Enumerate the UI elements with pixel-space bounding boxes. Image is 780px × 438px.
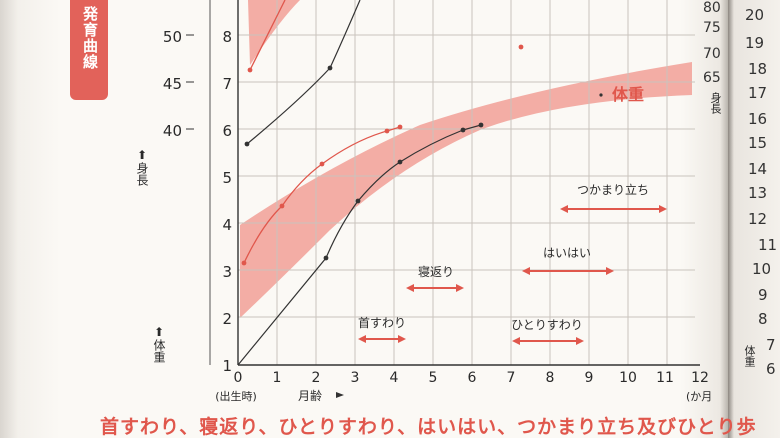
height-tick-labels: 50 45 40 xyxy=(163,28,182,140)
month-tick: 6 xyxy=(468,370,477,386)
month-tick: 3 xyxy=(351,370,360,386)
month-tick: 9 xyxy=(585,370,594,386)
month-tick-labels: 0 1 2 3 4 5 6 7 8 9 10 11 12 xyxy=(234,370,709,386)
weight-tick: 3 xyxy=(222,263,232,281)
right-tick: 18 xyxy=(748,60,768,78)
month-tick: 0 xyxy=(234,370,243,386)
right-height-tick: 80 xyxy=(703,0,721,16)
height-curve-upper xyxy=(249,0,286,71)
right-tick: 15 xyxy=(748,134,768,152)
weight-curve-black xyxy=(237,124,482,366)
milestone-stand: つかまり立ち xyxy=(560,182,667,213)
weight-tick: 7 xyxy=(222,75,232,93)
height-axis-caption: ⬆身長 xyxy=(135,148,149,186)
up-arrow-icon: ⬆ xyxy=(135,148,149,162)
month-tick: 1 xyxy=(273,370,282,386)
growth-chart: 8 7 6 5 4 3 2 1 50 45 40 0 1 2 3 4 5 xyxy=(163,0,712,403)
right-book-page xyxy=(728,0,780,438)
up-arrow-icon: ⬆ xyxy=(152,325,166,339)
bottom-caption: 首すわり、寝返り、ひとりすわり、はいはい、つかまり立ち及びひとり歩 xyxy=(100,416,757,438)
height-tick-marks xyxy=(186,34,194,130)
right-tick: 8 xyxy=(758,310,768,328)
month-tick: 12 xyxy=(691,370,709,386)
weight-axis-caption: ⬆体重 xyxy=(152,325,166,363)
weight-tick: 6 xyxy=(222,122,232,140)
milestone-crawl: はいはい xyxy=(522,246,614,275)
month-axis-arrow xyxy=(336,392,344,398)
month-tick: 10 xyxy=(619,370,637,386)
weight-tick: 4 xyxy=(222,216,232,234)
right-tick: 16 xyxy=(748,110,768,128)
right-tick: 14 xyxy=(748,160,768,178)
height-tick: 40 xyxy=(163,122,182,140)
milestone-label: ひとりすわり xyxy=(511,318,583,332)
right-tick: 7 xyxy=(766,336,776,354)
milestones: 首すわり 寝返り ひとりすわり はいはい つかまり立ち xyxy=(358,182,667,345)
right-height-caption: 身長 xyxy=(709,92,722,114)
weight-tick: 8 xyxy=(222,28,232,46)
milestone-sit: ひとりすわり xyxy=(511,318,584,345)
milestone-label: 寝返り xyxy=(418,264,454,279)
milestone-label: つかまり立ち xyxy=(577,182,649,197)
right-tick: 17 xyxy=(748,84,768,102)
month-tick: 11 xyxy=(656,370,674,386)
month-axis-label: 月齢 xyxy=(298,388,322,403)
milestone-roll: 寝返り xyxy=(406,264,464,292)
weight-tick-labels: 8 7 6 5 4 3 2 1 xyxy=(222,28,232,375)
birth-label: (出生時) xyxy=(215,389,257,403)
right-tick: 10 xyxy=(752,260,772,278)
height-tick: 45 xyxy=(163,75,182,93)
right-tick: 11 xyxy=(758,236,778,254)
month-tick: 8 xyxy=(546,370,555,386)
right-tick: 12 xyxy=(748,210,768,228)
height-tick: 50 xyxy=(163,28,182,46)
month-tick: 2 xyxy=(312,370,321,386)
weight-axis-label: 体重 xyxy=(152,339,166,363)
right-tick: 19 xyxy=(745,34,765,52)
month-tick: 4 xyxy=(390,370,399,386)
month-tick: 5 xyxy=(429,370,438,386)
right-tick: 9 xyxy=(758,286,768,304)
record-dots xyxy=(241,44,524,266)
height-range-band xyxy=(248,0,300,65)
milestone-label: はいはい xyxy=(543,246,591,260)
month-unit-label: (か月 xyxy=(686,390,712,403)
milestone-neck: 首すわり xyxy=(358,316,406,343)
month-tick: 7 xyxy=(507,370,516,386)
right-height-tick: 70 xyxy=(703,46,721,62)
right-height-tick: 75 xyxy=(703,20,721,36)
weight-tick: 2 xyxy=(222,310,232,328)
weight-range-band xyxy=(240,62,692,318)
right-tick: 6 xyxy=(766,360,776,378)
weight-band-label: 体重 xyxy=(612,85,644,104)
right-weight-caption: 体重 xyxy=(743,345,756,367)
right-tick: 20 xyxy=(745,6,765,24)
section-tab xyxy=(70,0,108,100)
right-tick: 13 xyxy=(748,184,768,202)
weight-tick: 1 xyxy=(222,357,232,375)
weight-curve-red xyxy=(243,126,401,264)
chart-grid xyxy=(238,0,695,365)
right-height-tick: 65 xyxy=(703,70,721,86)
label-dot xyxy=(599,93,603,97)
section-tab-label: 発育曲線 xyxy=(81,6,99,70)
weight-tick: 5 xyxy=(222,169,232,187)
height-axis-label: 身長 xyxy=(135,162,149,186)
milestone-label: 首すわり xyxy=(358,316,406,330)
